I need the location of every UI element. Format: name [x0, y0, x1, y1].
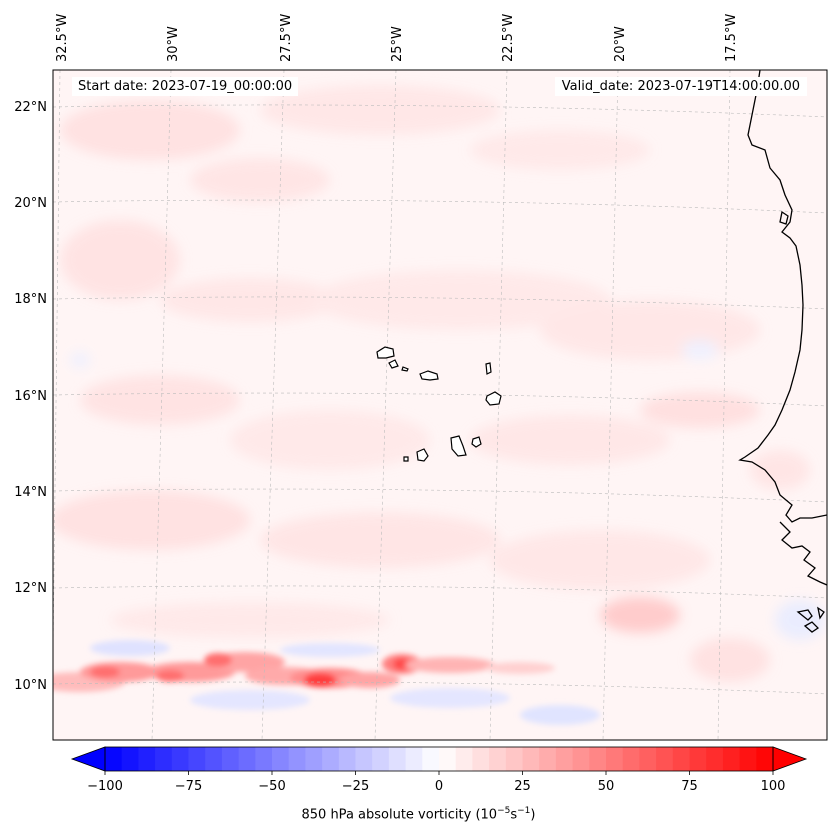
lon-label-22-5w: 22.5°W	[501, 14, 516, 62]
colorbar-cell	[589, 747, 607, 771]
colorbar-cell	[522, 747, 540, 771]
colorbar-cell	[238, 747, 256, 771]
colorbar-cell	[155, 747, 173, 771]
colorbar-cell	[455, 747, 473, 771]
colorbar-ticks: −100 −75 −50 −25 0 25 50 75 100	[87, 771, 785, 794]
colorbar-tick-label: 25	[514, 779, 531, 794]
lat-label-22n: 22°N	[14, 100, 47, 115]
colorbar-cell	[606, 747, 624, 771]
colorbar-tick-label: −100	[87, 779, 123, 794]
colorbar-cell	[672, 747, 691, 771]
coastline	[738, 70, 827, 633]
lon-label-17-5w: 17.5°W	[724, 14, 739, 62]
colorbar-min-arrow	[70, 746, 106, 772]
colorbar-max-arrow	[772, 746, 808, 772]
colorbar-cell	[105, 747, 123, 771]
colorbar-cell	[255, 747, 273, 771]
lon-label-27-5w: 27.5°W	[279, 14, 294, 62]
colorbar-tick-label: 0	[435, 779, 443, 794]
vorticity-field	[53, 70, 827, 740]
valid-date-label: Valid_date: 2023-07-19T14:00:00.00	[554, 77, 807, 96]
colorbar-tick-label: −50	[258, 779, 285, 794]
colorbar-cell	[622, 747, 640, 771]
colorbar: −100 −75 −50 −25 0 25 50 75 100	[70, 746, 808, 794]
lat-label-16n: 16°N	[14, 389, 47, 404]
colorbar-cell	[205, 747, 223, 771]
colorbar-tick-label: 100	[761, 779, 786, 794]
colorbar-tick-label: 50	[598, 779, 615, 794]
colorbar-cell	[489, 747, 507, 771]
colorbar-cell	[221, 747, 240, 771]
colorbar-cell	[188, 747, 206, 771]
colorbar-cell	[405, 747, 423, 771]
colorbar-cell	[171, 747, 190, 771]
colorbar-cell	[288, 747, 306, 771]
colorbar-cell	[722, 747, 741, 771]
colorbar-cell	[272, 747, 290, 771]
colorbar-cell	[138, 747, 156, 771]
colorbar-cell	[472, 747, 490, 771]
colorbar-cell	[422, 747, 440, 771]
colorbar-cell	[338, 747, 357, 771]
colorbar-tick-label: 75	[681, 779, 698, 794]
colorbar-cell	[555, 747, 574, 771]
colorbar-cell	[656, 747, 674, 771]
colorbar-cell	[372, 747, 390, 771]
latitude-labels: 22°N 20°N 18°N 16°N 14°N 12°N 10°N	[14, 100, 47, 693]
lon-label-20w: 20°W	[613, 26, 628, 62]
colorbar-cell	[756, 747, 774, 771]
start-date-label: Start date: 2023-07-19_00:00:00	[72, 77, 299, 96]
colorbar-cell	[388, 747, 407, 771]
lat-label-14n: 14°N	[14, 485, 47, 500]
colorbar-cell	[355, 747, 373, 771]
colorbar-cell	[572, 747, 590, 771]
cape-verde-islands	[376, 346, 502, 462]
colorbar-cell	[439, 747, 457, 771]
lat-label-12n: 12°N	[14, 581, 47, 596]
lat-label-10n: 10°N	[14, 678, 47, 693]
map-frame	[52, 69, 828, 741]
longitude-labels: 32.5°W 30°W 27.5°W 25°W 22.5°W 20°W 17.5…	[55, 14, 739, 62]
lat-label-20n: 20°N	[14, 196, 47, 211]
lon-label-32-5w: 32.5°W	[55, 14, 70, 62]
colorbar-cell	[706, 747, 724, 771]
colorbar-cell	[639, 747, 657, 771]
colorbar-title: 850 hPa absolute vorticity (10−5s−1)	[301, 806, 536, 823]
colorbar-tick-label: −75	[175, 779, 202, 794]
lon-label-30w: 30°W	[166, 26, 181, 62]
colorbar-cells	[105, 747, 774, 771]
colorbar-cell	[505, 747, 524, 771]
lon-label-25w: 25°W	[390, 26, 405, 62]
colorbar-cell	[305, 747, 323, 771]
colorbar-tick-label: −25	[342, 779, 369, 794]
colorbar-cell	[689, 747, 707, 771]
lat-label-18n: 18°N	[14, 292, 47, 307]
colorbar-cell	[121, 747, 139, 771]
colorbar-cell	[739, 747, 757, 771]
colorbar-cell	[539, 747, 557, 771]
colorbar-cell	[322, 747, 340, 771]
